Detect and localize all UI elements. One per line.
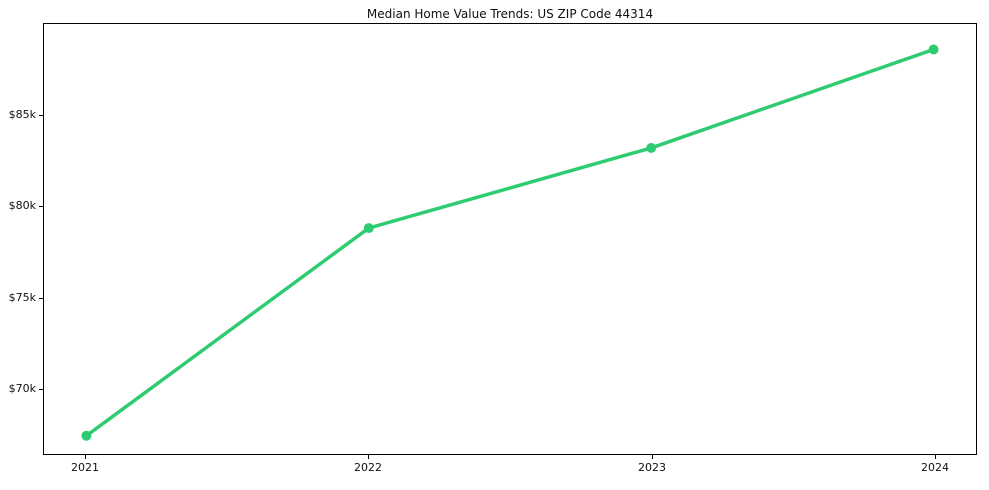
line-chart-canvas [81,44,939,441]
x-tick-label: 2024 [921,461,949,474]
y-tick-mark [39,298,43,299]
x-tick-mark [368,455,369,459]
y-tick-label: $70k [8,382,36,395]
x-tick-mark [85,455,86,459]
plot-area [43,23,977,455]
x-tick-label: 2023 [638,461,666,474]
y-tick-label: $80k [8,199,36,212]
data-point-2021 [81,430,92,441]
trend-line [84,47,936,438]
data-point-2022 [363,223,374,234]
x-tick-label: 2022 [354,461,382,474]
y-tick-mark [39,389,43,390]
y-tick-label: $75k [8,291,36,304]
data-point-2024 [928,44,939,55]
data-point-2023 [646,142,657,153]
x-tick-mark [935,455,936,459]
chart-title: Median Home Value Trends: US ZIP Code 44… [366,7,654,21]
x-tick-label: 2021 [71,461,99,474]
x-tick-mark [652,455,653,459]
y-tick-mark [39,206,43,207]
y-tick-label: $85k [8,108,36,121]
y-tick-mark [39,115,43,116]
